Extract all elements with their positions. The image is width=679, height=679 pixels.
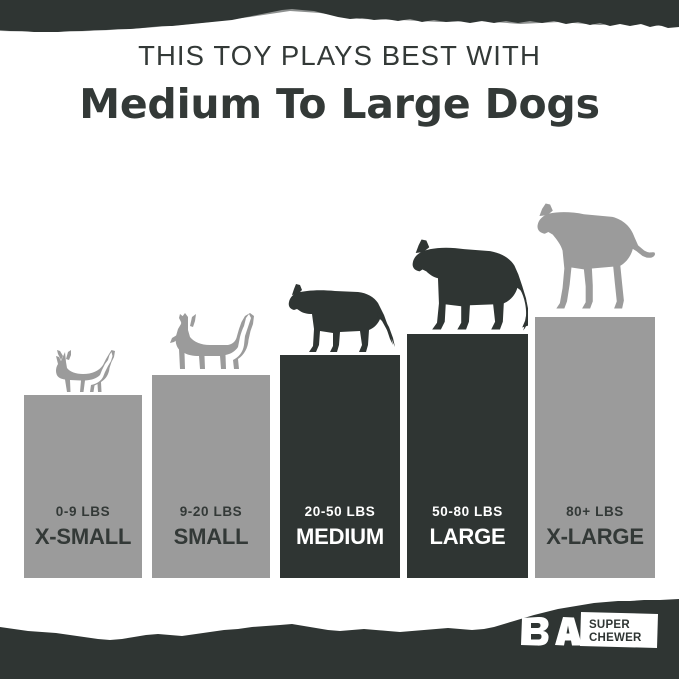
kicker-text: THIS TOY PLAYS BEST WITH xyxy=(138,40,541,71)
size-label-x-large: X-LARGE xyxy=(546,523,644,549)
chihuahua-dog-group xyxy=(24,349,142,395)
bar-label-group-x-large: 80+ LBS X-LARGE xyxy=(535,504,655,549)
size-label-medium: MEDIUM xyxy=(295,523,384,549)
scottish-terrier-silhouette xyxy=(170,313,254,369)
size-label-small: SMALL xyxy=(173,523,249,549)
size-label-x-small: X-SMALL xyxy=(34,523,132,549)
chart-column-small: 9-20 LBS SMALL xyxy=(152,313,270,578)
scottish-terrier-dog-group xyxy=(152,313,270,375)
bar-label-group-large: 50-80 LBS LARGE xyxy=(407,504,528,549)
bar-x-large xyxy=(535,317,655,578)
great-dane-dog-group xyxy=(535,195,655,317)
chihuahua-silhouette xyxy=(55,350,115,392)
bark-super-chewer-logo[interactable]: SUPER CHEWER xyxy=(519,609,659,653)
great-dane-silhouette xyxy=(537,203,655,309)
weight-range-small: 9-20 LBS xyxy=(179,504,243,520)
bar-label-group-x-small: 0-9 LBS X-SMALL xyxy=(24,504,142,549)
bar-large xyxy=(407,334,528,578)
bar-label-group-medium: 20-50 LBS MEDIUM xyxy=(280,504,400,549)
weight-range-large: 50-80 LBS xyxy=(432,504,503,520)
retriever-silhouette xyxy=(412,239,528,331)
labrador-silhouette xyxy=(288,284,395,352)
chart-column-medium: 20-50 LBS MEDIUM xyxy=(280,284,400,578)
chart-column-x-large: 80+ LBS X-LARGE xyxy=(535,203,655,578)
chart-column-large: 50-80 LBS LARGE xyxy=(407,239,528,578)
weight-range-x-small: 0-9 LBS xyxy=(55,504,111,520)
bar-small xyxy=(152,375,270,578)
size-label-large: LARGE xyxy=(429,523,506,549)
logo-line-2: CHEWER xyxy=(589,632,642,644)
retriever-dog-group xyxy=(407,234,528,334)
weight-range-medium: 20-50 LBS xyxy=(304,504,376,520)
weight-range-x-large: 80+ LBS xyxy=(566,504,624,520)
bar-label-group-small: 9-20 LBS SMALL xyxy=(152,504,270,549)
chart-column-x-small: 0-9 LBS X-SMALL xyxy=(24,350,142,578)
labrador-dog-group xyxy=(280,283,400,355)
logo-line-1: SUPER xyxy=(589,619,630,631)
bar-x-small xyxy=(24,395,142,578)
bar-medium xyxy=(280,355,400,578)
page-title: Medium To Large Dogs xyxy=(79,80,600,128)
